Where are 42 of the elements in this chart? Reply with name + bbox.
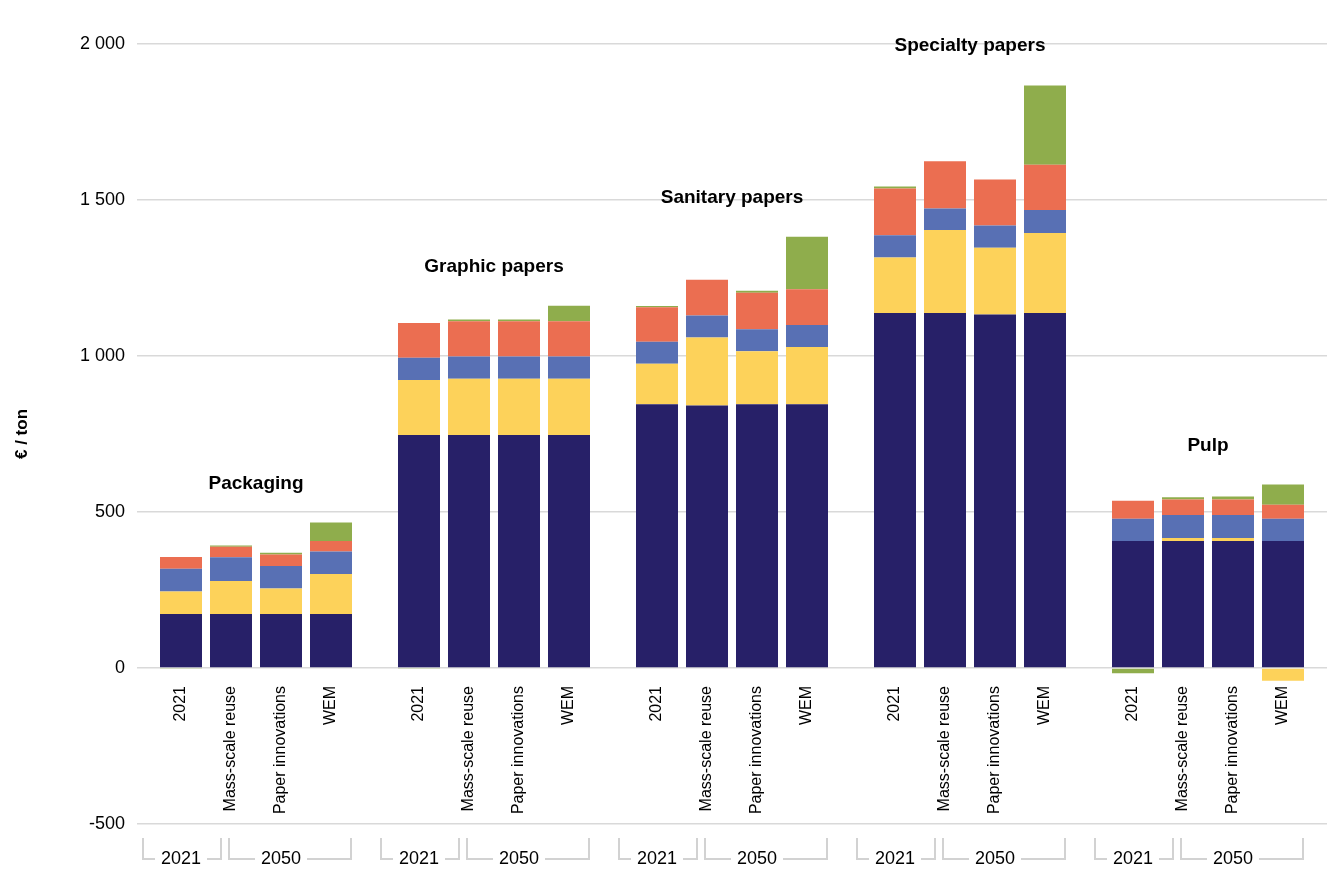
x-tick-label: 2021 — [647, 685, 665, 722]
x-tick-label: Paper innovations — [1223, 686, 1241, 815]
x-tick-label: Mass-scale reuse — [221, 685, 239, 812]
x-tick-label: Paper innovations — [747, 686, 765, 815]
y-axis-title: € / ton — [11, 408, 31, 460]
text: 2050 — [1212, 847, 1254, 868]
text: 2021 — [874, 847, 916, 868]
text: 2050 — [498, 847, 540, 868]
x-tick-label: WEM — [559, 686, 577, 726]
y-tick-label: 1 500 — [79, 188, 125, 209]
text: 2021 — [636, 847, 678, 868]
text: 2021 — [1112, 847, 1154, 868]
x-tick-label: Paper innovations — [985, 686, 1003, 815]
y-tick-label: 1 000 — [79, 344, 125, 365]
x-tick-label: 2021 — [885, 685, 903, 722]
x-tick-label: WEM — [1035, 686, 1053, 726]
text: 2021 — [160, 847, 202, 868]
text: 2050 — [736, 847, 778, 868]
y-tick-label: 500 — [94, 500, 125, 521]
x-tick-label: Mass-scale reuse — [1173, 685, 1191, 812]
x-tick-label: WEM — [321, 686, 339, 726]
x-tick-label: Paper innovations — [271, 686, 289, 815]
x-tick-label: Paper innovations — [509, 686, 527, 815]
text: Packaging — [208, 471, 304, 493]
x-tick-label: WEM — [1273, 686, 1291, 726]
text: Sanitary papers — [660, 185, 804, 207]
x-tick-label: Mass-scale reuse — [459, 685, 477, 812]
text: 2050 — [974, 847, 1016, 868]
text: 2021 — [398, 847, 440, 868]
y-tick-label: 0 — [114, 656, 125, 677]
y-tick-label: -500 — [88, 812, 125, 833]
x-tick-label: Mass-scale reuse — [935, 685, 953, 812]
text: Graphic papers — [424, 254, 564, 276]
chart-title: Specialty papers — [894, 34, 1046, 56]
text: 2050 — [260, 847, 302, 868]
x-tick-label: 2021 — [171, 685, 189, 722]
x-tick-label: 2021 — [1123, 685, 1141, 722]
x-tick-label: Mass-scale reuse — [697, 685, 715, 812]
y-tick-label: 2 000 — [79, 32, 125, 53]
x-tick-label: WEM — [797, 686, 815, 726]
text: Pulp — [1187, 433, 1229, 455]
x-tick-label: 2021 — [409, 685, 427, 722]
